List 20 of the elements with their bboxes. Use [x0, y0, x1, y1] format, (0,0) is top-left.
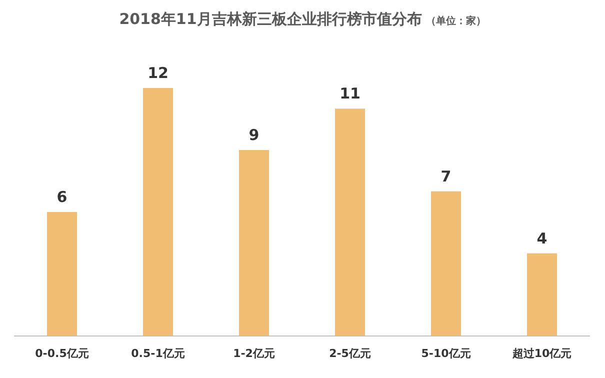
chart-title: 2018年11月吉林新三板企业排行榜市值分布	[119, 10, 422, 28]
bar	[335, 108, 365, 336]
bar	[143, 88, 173, 336]
data-label: 6	[56, 188, 68, 206]
bar	[47, 212, 77, 336]
bar	[239, 150, 269, 336]
data-label: 11	[340, 84, 360, 103]
x-tick-label: 1-2亿元	[233, 347, 275, 360]
x-tick-label: 2-5亿元	[329, 347, 371, 360]
data-label: 9	[248, 126, 260, 144]
data-label: 12	[148, 64, 168, 82]
chart-subtitle: （单位：家）	[426, 15, 486, 27]
bar	[431, 191, 461, 336]
bar	[527, 253, 557, 336]
x-tick-label: 5-10亿元	[421, 347, 471, 360]
x-tick-label: 0.5-1亿元	[131, 347, 185, 360]
x-tick-label: 0-0.5亿元	[35, 347, 89, 360]
data-label: 7	[440, 167, 452, 186]
data-label: 4	[536, 229, 548, 248]
x-tick-label: 超过10亿元	[511, 347, 572, 360]
